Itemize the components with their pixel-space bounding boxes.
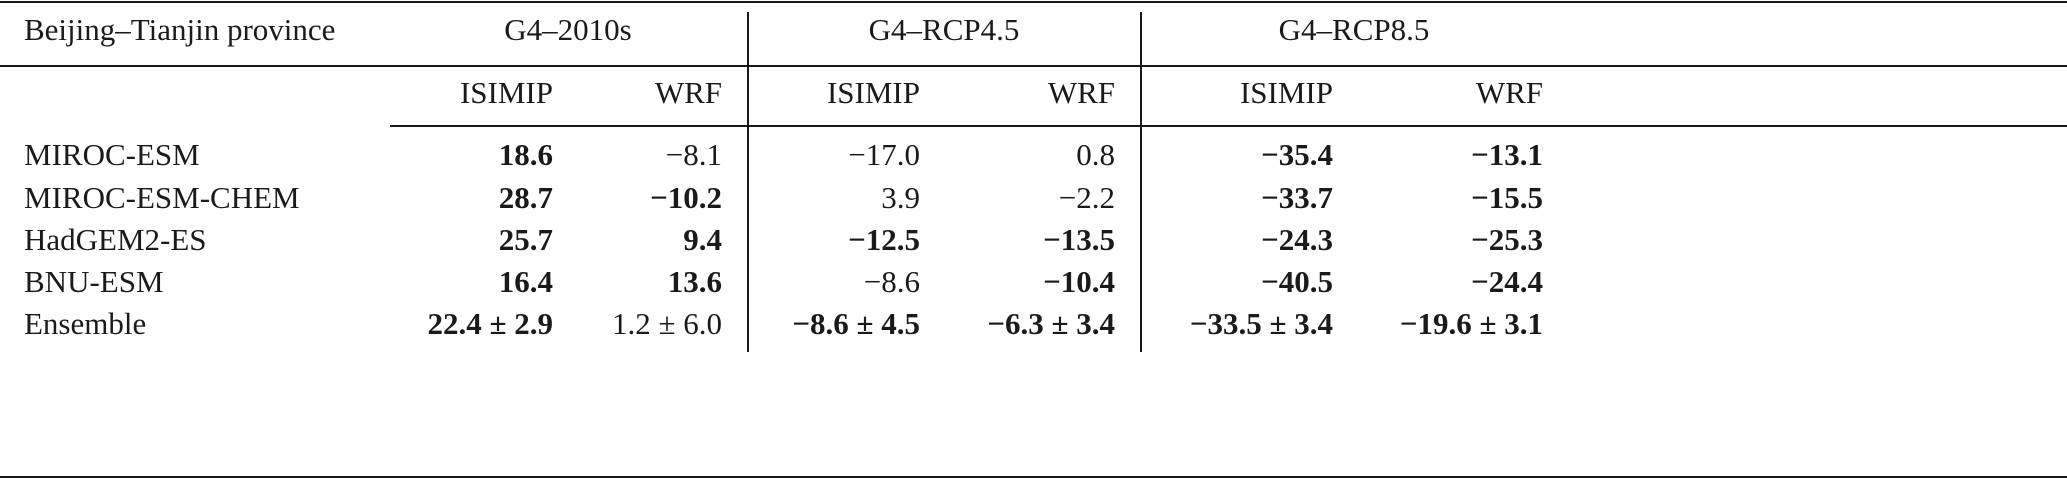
cell: −15.5 — [1471, 180, 1543, 215]
cell: −8.1 — [666, 137, 722, 172]
cell: −13.5 — [1043, 222, 1115, 257]
row-label: HadGEM2-ES — [24, 222, 207, 257]
cell: −13.1 — [1471, 137, 1543, 172]
cell: −24.3 — [1261, 222, 1333, 257]
group-header: G4–2010s — [504, 12, 631, 47]
cell: −40.5 — [1261, 264, 1333, 299]
column-header: WRF — [655, 75, 722, 110]
cell: −25.3 — [1471, 222, 1543, 257]
cell: 25.7 — [499, 222, 553, 257]
cell: 3.9 — [881, 180, 920, 215]
column-header: ISIMIP — [460, 75, 553, 110]
row-label: Ensemble — [24, 306, 146, 341]
column-header: WRF — [1048, 75, 1115, 110]
column-header: ISIMIP — [1240, 75, 1333, 110]
cell: 9.4 — [683, 222, 722, 257]
cell: 16.4 — [499, 264, 553, 299]
cell: 13.6 — [668, 264, 722, 299]
cell: 28.7 — [499, 180, 553, 215]
cell: −12.5 — [848, 222, 920, 257]
group-header: G4–RCP4.5 — [869, 12, 1020, 47]
cell: −33.7 — [1261, 180, 1333, 215]
row-label: MIROC-ESM — [24, 137, 200, 172]
column-header: WRF — [1476, 75, 1543, 110]
cell: −8.6 ± 4.5 — [792, 306, 920, 341]
cell: −6.3 ± 3.4 — [987, 306, 1115, 341]
column-header: ISIMIP — [827, 75, 920, 110]
cell: 18.6 — [499, 137, 553, 172]
row-label: BNU-ESM — [24, 264, 164, 299]
cell: −33.5 ± 3.4 — [1190, 306, 1333, 341]
cell: −35.4 — [1261, 137, 1333, 172]
row-label: MIROC-ESM-CHEM — [24, 180, 300, 215]
cell: −17.0 — [848, 137, 920, 172]
cell: −19.6 ± 3.1 — [1400, 306, 1543, 341]
cell: 0.8 — [1076, 137, 1115, 172]
cell: 22.4 ± 2.9 — [427, 306, 553, 341]
cell: −24.4 — [1471, 264, 1543, 299]
cell: −2.2 — [1059, 180, 1115, 215]
table-title: Beijing–Tianjin province — [24, 12, 335, 47]
cell: 1.2 ± 6.0 — [612, 306, 722, 341]
cell: −10.2 — [650, 180, 722, 215]
cell: −8.6 — [864, 264, 920, 299]
group-header: G4–RCP8.5 — [1279, 12, 1430, 47]
cell: −10.4 — [1043, 264, 1115, 299]
